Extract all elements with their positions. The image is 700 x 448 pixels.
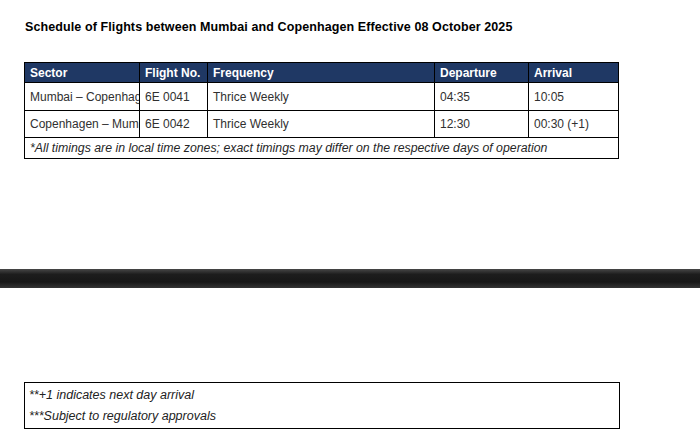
table-header-row: Sector Flight No. Frequency Departure Ar…	[25, 63, 619, 83]
notes-box: **+1 indicates next day arrival ***Subje…	[24, 382, 620, 429]
table-row: Mumbai – Copenhagen 6E 0041 Thrice Weekl…	[25, 83, 619, 111]
cell-flight-no: 6E 0042	[140, 111, 208, 138]
cell-sector: Copenhagen – Mumbai	[25, 111, 140, 138]
page-title: Schedule of Flights between Mumbai and C…	[25, 20, 512, 34]
cell-frequency: Thrice Weekly	[208, 83, 435, 111]
note-line-regulatory-approvals: ***Subject to regulatory approvals	[29, 406, 619, 427]
cell-departure: 12:30	[435, 111, 529, 138]
column-header-frequency: Frequency	[208, 63, 435, 83]
flight-schedule-table: Sector Flight No. Frequency Departure Ar…	[24, 62, 619, 159]
column-header-arrival: Arrival	[529, 63, 619, 83]
note-line-next-day-arrival: **+1 indicates next day arrival	[29, 385, 619, 406]
column-header-sector: Sector	[25, 63, 140, 83]
cell-arrival: 00:30 (+1)	[529, 111, 619, 138]
cell-sector: Mumbai – Copenhagen	[25, 83, 140, 111]
cell-flight-no: 6E 0041	[140, 83, 208, 111]
table-footnote: *All timings are in local time zones; ex…	[25, 138, 619, 159]
cell-arrival: 10:05	[529, 83, 619, 111]
column-header-flight-no: Flight No.	[140, 63, 208, 83]
cell-frequency: Thrice Weekly	[208, 111, 435, 138]
table-footnote-row: *All timings are in local time zones; ex…	[25, 138, 619, 159]
document-page: Schedule of Flights between Mumbai and C…	[0, 0, 700, 448]
page-break-separator	[0, 269, 700, 288]
table-row: Copenhagen – Mumbai 6E 0042 Thrice Weekl…	[25, 111, 619, 138]
column-header-departure: Departure	[435, 63, 529, 83]
cell-departure: 04:35	[435, 83, 529, 111]
